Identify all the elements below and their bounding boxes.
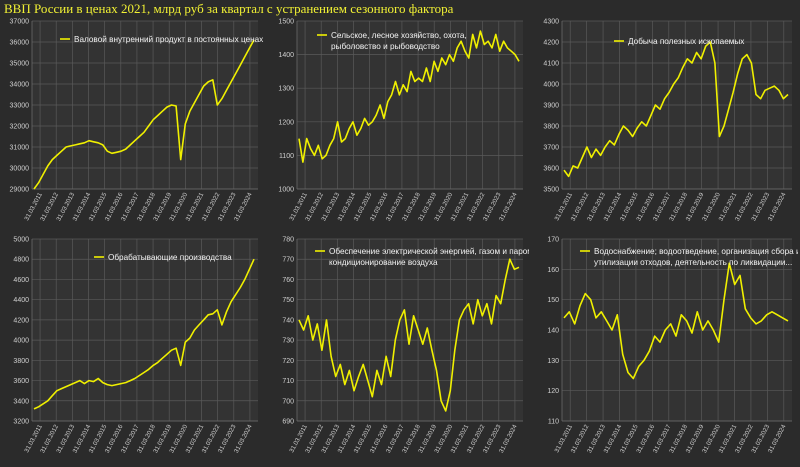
page-title: ВВП России в ценах 2021, млрд руб за ква…: [4, 1, 454, 16]
legend-label: кондиционирование воздуха: [329, 258, 438, 267]
legend-label: рыболовство и рыбоводство: [331, 42, 440, 51]
y-tick-label: 29000: [10, 187, 30, 194]
y-tick-label: 4000: [13, 338, 29, 345]
y-tick-label: 1100: [279, 153, 294, 160]
chart-panel-agriculture: 10001100120013001400150031.03.201131.03.…: [267, 17, 529, 233]
y-tick-label: 3400: [13, 398, 29, 405]
legend-label: Валовой внутренний продукт в постоянных …: [74, 35, 263, 44]
y-tick-label: 3600: [543, 166, 559, 173]
y-tick-label: 4600: [13, 277, 29, 284]
y-tick-label: 1300: [278, 86, 294, 93]
y-tick-label: 34000: [10, 82, 30, 89]
chart-panel-water: 11012013014015016017031.03.201131.03.201…: [532, 235, 798, 465]
series-line: [298, 30, 520, 163]
legend-label: утилизации отходов, деятельность по ликв…: [594, 258, 792, 267]
y-tick-label: 3800: [543, 124, 559, 131]
y-tick-label: 36000: [10, 40, 30, 47]
y-tick-label: 700: [282, 398, 294, 405]
y-tick-label: 30000: [10, 166, 30, 173]
y-tick-label: 160: [547, 267, 559, 274]
y-tick-label: 750: [282, 297, 294, 304]
y-tick-label: 730: [282, 338, 294, 345]
y-tick-label: 1200: [278, 119, 294, 126]
y-tick-label: 4400: [13, 297, 29, 304]
y-tick-label: 120: [547, 388, 559, 395]
y-tick-label: 31000: [10, 145, 30, 152]
legend-label: Сельское, лесное хозяйство, охота,: [331, 31, 467, 40]
y-tick-label: 3200: [13, 419, 29, 426]
y-tick-label: 32000: [10, 124, 30, 131]
series-line: [298, 258, 520, 412]
legend-label: Обрабатывающие производства: [108, 253, 232, 262]
y-tick-label: 4000: [543, 82, 559, 89]
y-tick-label: 3600: [13, 378, 29, 385]
legend-label: Добыча полезных ископаемых: [628, 37, 744, 46]
y-tick-label: 4800: [13, 257, 29, 264]
y-tick-label: 37000: [10, 19, 30, 26]
chart-panel-mining: 35003600370038003900400041004200430031.0…: [532, 17, 798, 233]
y-tick-label: 170: [547, 237, 559, 244]
y-tick-label: 690: [282, 419, 294, 426]
y-tick-label: 5000: [13, 237, 29, 244]
series-line: [33, 39, 255, 190]
y-tick-label: 130: [547, 358, 559, 365]
y-tick-label: 710: [282, 378, 294, 385]
y-tick-label: 4300: [543, 19, 559, 26]
chart-panel-gdp: 29000 30000 31000 32000 33000 34000 35000 36000…: [2, 17, 264, 233]
y-tick-label: 35000: [10, 61, 30, 68]
legend-label: Обеспечение электрической энергией, газо…: [329, 247, 529, 256]
y-tick-label: 1500: [278, 19, 294, 26]
plot-area: [32, 239, 258, 421]
y-tick-label: 33000: [10, 103, 30, 110]
y-tick-label: 770: [282, 257, 294, 264]
y-tick-label: 780: [282, 237, 294, 244]
y-tick-label: 3900: [543, 103, 559, 110]
y-tick-label: 110: [548, 419, 559, 426]
plot-area: [297, 239, 523, 421]
y-tick-label: 1400: [278, 52, 294, 59]
chart-panel-electricity: 69070071072073074075076077078031.03.2011…: [267, 235, 529, 465]
series-line: [563, 41, 789, 178]
y-tick-label: 1000: [278, 187, 294, 194]
series-line: [563, 262, 789, 380]
y-tick-label: 3500: [543, 187, 559, 194]
chart-panel-manufacturing: 3200 3400 3600 3800 4000 4200 4400 4600 4800 5000…: [2, 235, 264, 465]
plot-area: [297, 21, 523, 189]
y-tick-label: 740: [282, 317, 294, 324]
y-tick-label: 760: [282, 277, 294, 284]
y-tick-label: 3700: [543, 145, 559, 152]
legend-label: Водоснабжение; водоотведение, организаци…: [594, 247, 798, 256]
y-tick-label: 720: [282, 358, 294, 365]
series-line: [33, 258, 255, 410]
y-tick-label: 4100: [543, 61, 559, 68]
y-tick-label: 150: [547, 297, 559, 304]
y-tick-label: 3800: [13, 358, 29, 365]
y-tick-label: 4200: [13, 317, 29, 324]
y-tick-label: 4200: [543, 40, 559, 47]
y-tick-label: 140: [547, 328, 559, 335]
